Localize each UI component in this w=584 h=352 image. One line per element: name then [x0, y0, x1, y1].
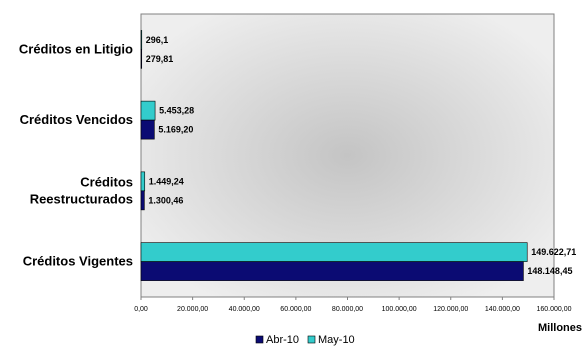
legend-label: Abr-10 — [266, 334, 299, 346]
data-label: 296,1 — [146, 35, 169, 45]
data-label: 148.148,45 — [527, 266, 572, 276]
x-tick-label: 120.000,00 — [433, 306, 468, 313]
category-label: Créditos en Litigio — [19, 41, 133, 56]
bar-may-10 — [140, 171, 146, 192]
legend-label: May-10 — [318, 334, 355, 346]
data-label: 149.622,71 — [531, 247, 576, 257]
x-tick-label: 40.000,00 — [229, 306, 260, 313]
x-tick-label: 20.000,00 — [177, 306, 208, 313]
legend-swatch — [307, 335, 316, 344]
bar-may-10 — [140, 100, 156, 121]
bar-may-10 — [140, 30, 143, 50]
x-tick-label: 60.000,00 — [280, 306, 311, 313]
data-label: 1.449,24 — [149, 176, 184, 186]
category-label: Créditos Vencidos — [20, 112, 133, 127]
x-tick-label: 160.000,00 — [536, 306, 571, 313]
data-label: 5.169,20 — [158, 125, 193, 135]
x-axis-title: Millones — [538, 322, 582, 334]
legend: Abr-10 May-10 — [255, 334, 355, 346]
category-label: Reestructurados — [30, 191, 133, 206]
bar-abr-10 — [140, 49, 143, 69]
bar-abr-10 — [140, 190, 145, 211]
data-label: 5.453,28 — [159, 106, 194, 116]
x-tick-label: 80.000,00 — [332, 306, 363, 313]
bar-may-10 — [140, 242, 528, 262]
category-label: Créditos — [80, 174, 133, 189]
bar-abr-10 — [140, 261, 524, 281]
x-tick-label: 140.000,00 — [485, 306, 520, 313]
x-tick-label: 100.000,00 — [382, 306, 417, 313]
data-label: 1.300,46 — [148, 195, 183, 205]
bar-abr-10 — [140, 119, 155, 140]
legend-swatch — [255, 335, 264, 344]
x-tick-label: 0,00 — [134, 306, 148, 313]
data-label: 279,81 — [146, 54, 174, 64]
category-label: Créditos Vigentes — [23, 254, 133, 269]
